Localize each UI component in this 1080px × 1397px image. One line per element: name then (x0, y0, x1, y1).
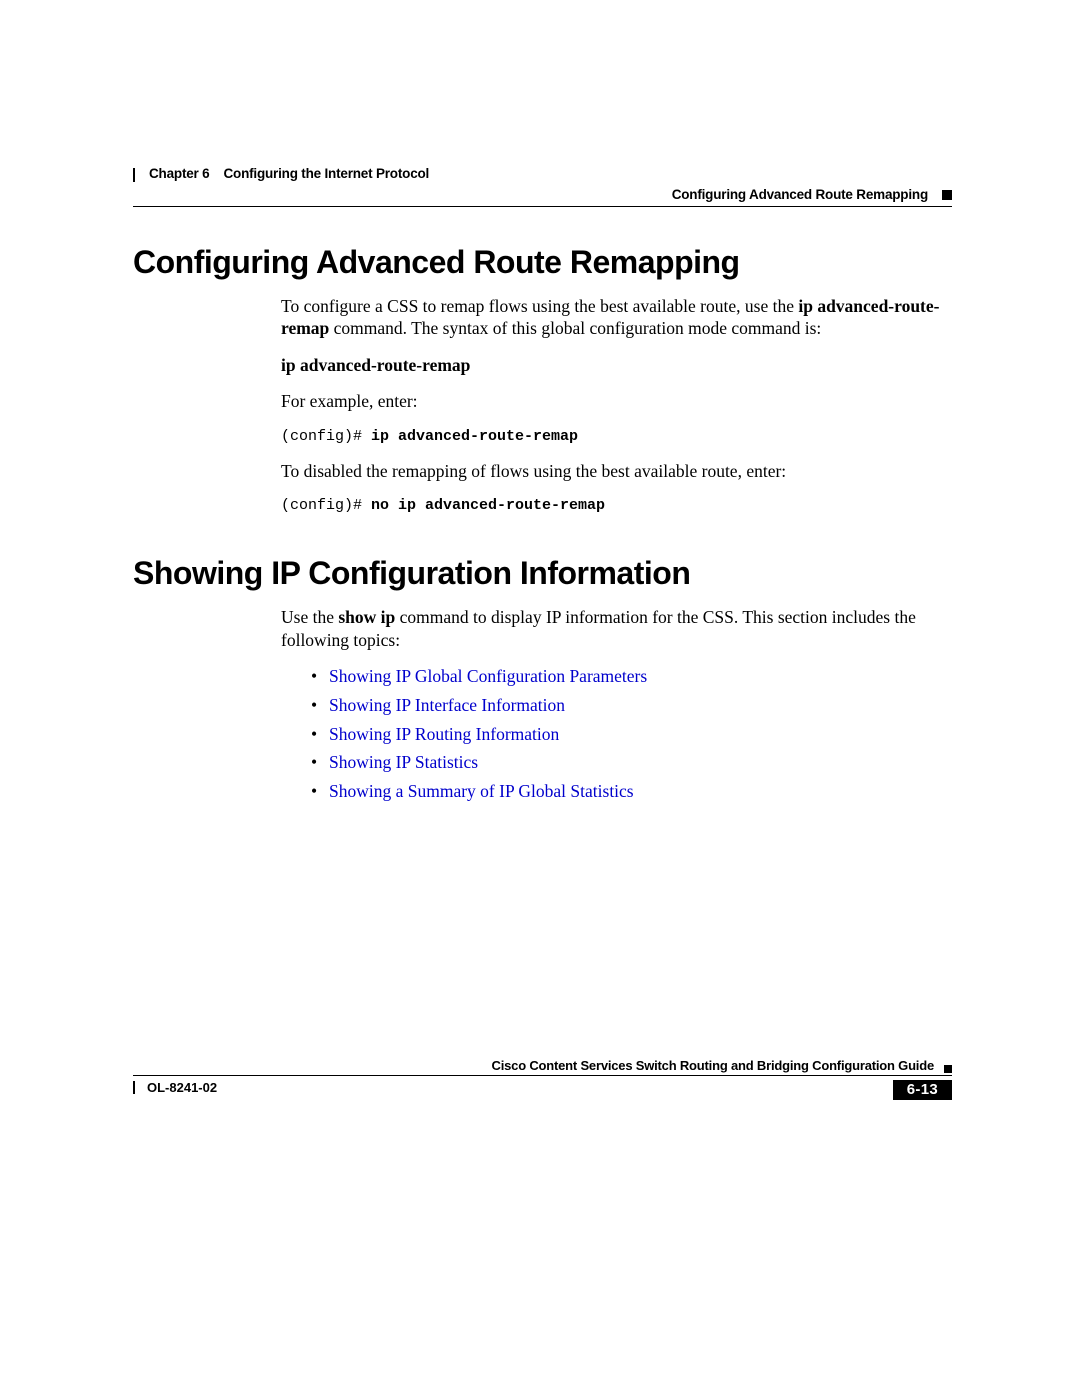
header-rule-icon (133, 168, 135, 182)
page: Chapter 6 Configuring the Internet Proto… (0, 0, 1080, 1397)
section1-p3: To disabled the remapping of flows using… (281, 460, 952, 482)
list-item: Showing a Summary of IP Global Statistic… (311, 780, 952, 803)
link-global-config-params[interactable]: Showing IP Global Configuration Paramete… (329, 666, 647, 686)
code2-cmd: no ip advanced-route-remap (371, 497, 605, 514)
footer-square-icon (944, 1065, 952, 1073)
list-item: Showing IP Interface Information (311, 694, 952, 717)
command-syntax: ip advanced-route-remap (281, 354, 952, 376)
code-example-1: (config)# ip advanced-route-remap (281, 427, 952, 446)
running-header: Chapter 6 Configuring the Internet Proto… (133, 166, 952, 207)
s2p1-pre: Use the (281, 607, 338, 627)
header-divider (133, 206, 952, 207)
p1-pre: To configure a CSS to remap flows using … (281, 296, 798, 316)
list-item: Showing IP Routing Information (311, 723, 952, 746)
section1-heading: Configuring Advanced Route Remapping (133, 244, 952, 281)
code1-prompt: (config)# (281, 428, 371, 445)
code1-cmd: ip advanced-route-remap (371, 428, 578, 445)
s2p1-bold: show ip (338, 607, 395, 627)
section2-p1: Use the show ip command to display IP in… (281, 606, 952, 651)
section1-p2: For example, enter: (281, 390, 952, 412)
section2-body: Use the show ip command to display IP in… (281, 606, 952, 803)
section1-p1: To configure a CSS to remap flows using … (281, 295, 952, 340)
footer-doc-id-block: OL-8241-02 (133, 1080, 217, 1095)
footer-rule-icon (133, 1081, 135, 1094)
link-routing-info[interactable]: Showing IP Routing Information (329, 724, 559, 744)
footer-doc-id: OL-8241-02 (147, 1080, 217, 1095)
p1-post: command. The syntax of this global confi… (329, 318, 821, 338)
running-footer: Cisco Content Services Switch Routing an… (133, 1058, 952, 1100)
link-summary-global-stats[interactable]: Showing a Summary of IP Global Statistic… (329, 781, 634, 801)
topic-links-list: Showing IP Global Configuration Paramete… (311, 665, 952, 803)
list-item: Showing IP Statistics (311, 751, 952, 774)
chapter-title: Configuring the Internet Protocol (223, 166, 429, 181)
section2-heading: Showing IP Configuration Information (133, 555, 952, 592)
page-number-badge: 6-13 (893, 1080, 952, 1100)
header-square-icon (942, 190, 952, 200)
list-item: Showing IP Global Configuration Paramete… (311, 665, 952, 688)
code-example-2: (config)# no ip advanced-route-remap (281, 496, 952, 515)
chapter-label: Chapter 6 (149, 166, 209, 181)
section1-body: To configure a CSS to remap flows using … (281, 295, 952, 515)
content-area: Configuring Advanced Route Remapping To … (133, 244, 952, 809)
link-ip-statistics[interactable]: Showing IP Statistics (329, 752, 478, 772)
header-top-row: Chapter 6 Configuring the Internet Proto… (133, 166, 952, 181)
footer-guide-title: Cisco Content Services Switch Routing an… (492, 1058, 934, 1073)
footer-guide-row: Cisco Content Services Switch Routing an… (133, 1058, 952, 1076)
footer-bottom-row: OL-8241-02 6-13 (133, 1080, 952, 1100)
link-interface-info[interactable]: Showing IP Interface Information (329, 695, 565, 715)
header-section-title: Configuring Advanced Route Remapping (672, 187, 928, 202)
header-sub-row: Configuring Advanced Route Remapping (133, 187, 952, 202)
code2-prompt: (config)# (281, 497, 371, 514)
